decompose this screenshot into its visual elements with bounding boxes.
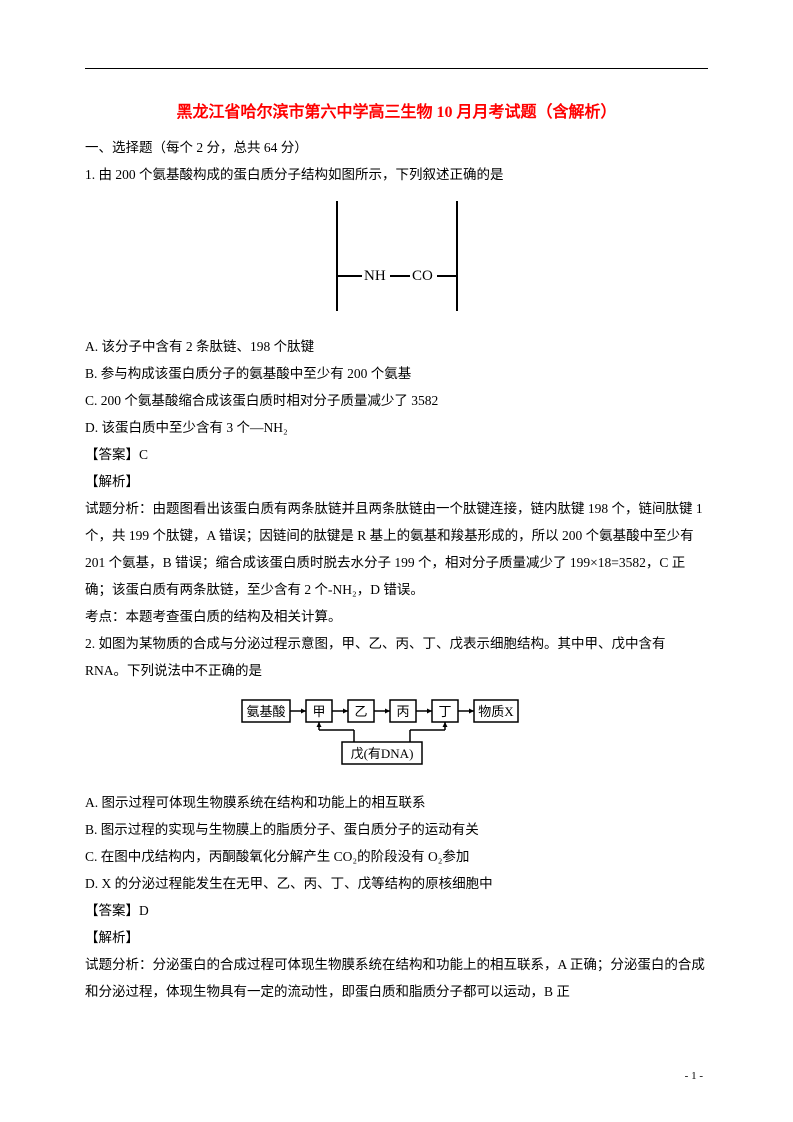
section-header: 一、选择题（每个 2 分，总共 64 分） xyxy=(85,134,708,161)
svg-text:丙: 丙 xyxy=(396,704,409,719)
top-divider xyxy=(85,68,708,69)
document-body: 一、选择题（每个 2 分，总共 64 分） 1. 由 200 个氨基酸构成的蛋白… xyxy=(85,134,708,1005)
q1-explain-label: 【解析】 xyxy=(85,468,708,495)
q1-answer: 【答案】C xyxy=(85,441,708,468)
q1-explain-2: 考点：本题考查蛋白质的结构及相关计算。 xyxy=(85,603,708,630)
svg-text:物质X: 物质X xyxy=(478,704,514,719)
page-number: - 1 - xyxy=(685,1070,703,1082)
svg-text:NH: NH xyxy=(364,268,386,284)
q1-stem: 1. 由 200 个氨基酸构成的蛋白质分子结构如图所示，下列叙述正确的是 xyxy=(85,161,708,188)
q2-explain-label: 【解析】 xyxy=(85,924,708,951)
document-title: 黑龙江省哈尔滨市第六中学高三生物 10 月月考试题（含解析） xyxy=(85,98,708,122)
q2-stem: 2. 如图为某物质的合成与分泌过程示意图，甲、乙、丙、丁、戊表示细胞结构。其中甲… xyxy=(85,630,708,684)
svg-text:丁: 丁 xyxy=(438,704,451,719)
q1-option-a: A. 该分子中含有 2 条肽链、198 个肽键 xyxy=(85,333,708,360)
svg-text:甲: 甲 xyxy=(312,704,325,719)
svg-text:乙: 乙 xyxy=(354,704,367,719)
svg-text:CO: CO xyxy=(412,268,433,284)
q1-option-c: C. 200 个氨基酸缩合成该蛋白质时相对分子质量减少了 3582 xyxy=(85,387,708,414)
q1-diagram: NH CO xyxy=(85,196,708,325)
q2-explain-1: 试题分析：分泌蛋白的合成过程可体现生物膜系统在结构和功能上的相互联系，A 正确；… xyxy=(85,951,708,1005)
q1-option-d: D. 该蛋白质中至少含有 3 个—NH₂ xyxy=(85,414,708,441)
q2-option-a: A. 图示过程可体现生物膜系统在结构和功能上的相互联系 xyxy=(85,789,708,816)
q1-option-b: B. 参与构成该蛋白质分子的氨基酸中至少有 200 个氨基 xyxy=(85,360,708,387)
svg-text:氨基酸: 氨基酸 xyxy=(246,704,285,719)
q2-option-c: C. 在图中戊结构内，丙酮酸氧化分解产生 CO₂的阶段没有 O₂参加 xyxy=(85,843,708,870)
svg-text:戊(有DNA): 戊(有DNA) xyxy=(350,746,413,761)
q2-option-b: B. 图示过程的实现与生物膜上的脂质分子、蛋白质分子的运动有关 xyxy=(85,816,708,843)
q2-option-d: D. X 的分泌过程能发生在无甲、乙、丙、丁、戊等结构的原核细胞中 xyxy=(85,870,708,897)
q2-diagram: 氨基酸 甲 乙 丙 丁 物质X 戊(有DNA) xyxy=(85,692,708,781)
q1-explain-1: 试题分析：由题图看出该蛋白质有两条肽链并且两条肽链由一个肽键连接，链内肽键 19… xyxy=(85,495,708,603)
q2-answer: 【答案】D xyxy=(85,897,708,924)
